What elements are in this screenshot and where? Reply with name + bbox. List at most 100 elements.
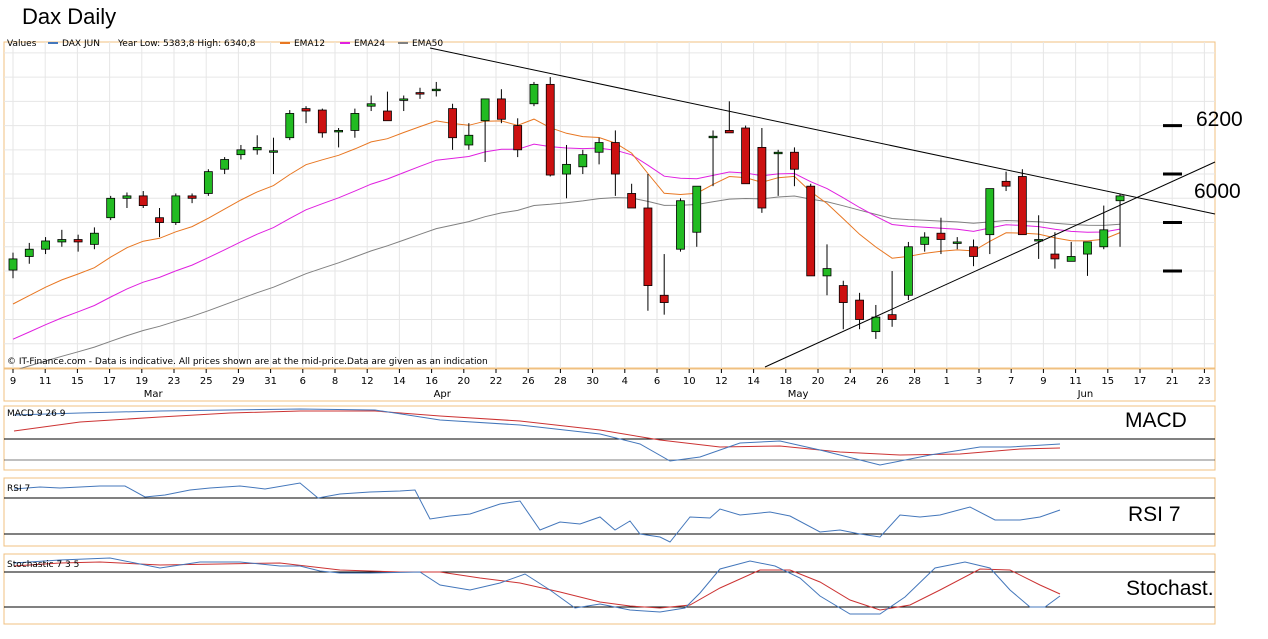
legend-dax: DAX JUN xyxy=(62,39,100,49)
copyright-note: © IT-Finance.com - Data is indicative. A… xyxy=(7,357,488,367)
rsi-panel-frame xyxy=(3,477,1216,547)
candle-body xyxy=(887,314,897,320)
candle-body xyxy=(334,130,344,133)
candle-body xyxy=(855,299,864,320)
x-tick-label: 22 xyxy=(490,376,503,387)
month-label: Mar xyxy=(144,389,164,400)
candle-body xyxy=(692,185,702,233)
candle-body xyxy=(480,98,490,122)
candle-body xyxy=(952,241,962,244)
month-label: Apr xyxy=(434,389,452,400)
x-tick-label: 29 xyxy=(232,376,245,387)
candle-body xyxy=(1115,195,1125,202)
candle-body xyxy=(122,195,132,199)
x-tick-label: 16 xyxy=(425,376,438,387)
x-tick-label: 1 xyxy=(944,376,950,387)
x-tick-label: 15 xyxy=(71,376,84,387)
candle-body xyxy=(985,188,995,236)
candle-body xyxy=(513,125,523,151)
candle-body xyxy=(496,98,506,120)
candle-body xyxy=(676,200,685,250)
candle-body xyxy=(269,150,278,153)
candle-body xyxy=(220,159,230,170)
candles xyxy=(8,77,1125,339)
x-tick-label: 26 xyxy=(522,376,535,387)
candle-body xyxy=(741,127,750,185)
candle-body xyxy=(806,185,816,277)
month-labels: Mar Apr May Jun xyxy=(144,389,1093,400)
candle-body xyxy=(578,154,588,168)
candle-body xyxy=(317,109,327,134)
x-tick-label: 6 xyxy=(300,376,306,387)
x-tick-label: 7 xyxy=(1008,376,1014,387)
legend-ema50: EMA50 xyxy=(412,39,443,49)
x-tick-label: 11 xyxy=(1069,376,1082,387)
candle-body xyxy=(171,195,181,223)
macd-signal-line xyxy=(13,410,1061,456)
ema12-line xyxy=(12,118,1121,305)
candle-body xyxy=(285,113,295,139)
candle-body xyxy=(708,135,718,139)
chart-title: Dax Daily xyxy=(22,4,117,29)
candle-body xyxy=(610,142,620,175)
candle-body xyxy=(41,240,50,250)
x-tick-label: 25 xyxy=(200,376,213,387)
candle-body xyxy=(1017,176,1027,236)
candle-body xyxy=(871,316,881,333)
legend-ema24: EMA24 xyxy=(354,39,385,49)
stoch-panel-label: Stochast. xyxy=(1126,577,1214,600)
x-tick-label: 4 xyxy=(622,376,628,387)
x-tick-label: 19 xyxy=(135,376,148,387)
candle-body xyxy=(73,239,83,243)
support-trendline xyxy=(764,161,1216,368)
candle-body xyxy=(790,151,799,170)
legend-values: Values xyxy=(7,39,37,49)
x-axis-ticks: 9 11 15 17 19 23 25 29 31 6 8 12 14 16 20 22 26 28 30 4 6 10 1… xyxy=(10,369,1211,387)
x-tick-label: 14 xyxy=(393,376,406,387)
candle-body xyxy=(431,88,441,92)
candle-body xyxy=(155,217,164,223)
candle-body xyxy=(464,134,474,146)
candle-body xyxy=(187,195,197,199)
candle-body xyxy=(562,163,571,175)
candle-body xyxy=(57,239,67,243)
x-tick-label: 3 xyxy=(976,376,982,387)
candle-body xyxy=(757,146,767,209)
x-tick-label: 17 xyxy=(103,376,116,387)
candle-body xyxy=(350,113,360,131)
candle-body xyxy=(838,285,848,303)
month-label: Jun xyxy=(1077,389,1094,400)
candle-body xyxy=(366,103,376,107)
stoch-panel-frame xyxy=(3,553,1216,625)
x-tick-label: 23 xyxy=(1198,376,1211,387)
candle-body xyxy=(920,236,930,245)
candle-body xyxy=(24,248,34,257)
x-tick-label: 9 xyxy=(1040,376,1046,387)
candle-body xyxy=(529,83,539,105)
x-tick-label: 28 xyxy=(554,376,567,387)
x-tick-label: 12 xyxy=(361,376,374,387)
x-tick-label: 14 xyxy=(747,376,760,387)
macd-line xyxy=(13,408,1061,466)
x-tick-label: 23 xyxy=(168,376,181,387)
candle-body xyxy=(383,110,392,122)
x-tick-label: 26 xyxy=(876,376,889,387)
x-tick-label: 11 xyxy=(39,376,52,387)
candle-body xyxy=(904,246,913,296)
price-label-6200: 6200 xyxy=(1196,108,1243,131)
candle-body xyxy=(773,151,783,155)
macd-panel-label: MACD xyxy=(1125,409,1187,432)
legend-yearlow: Year Low: 5383,8 High: 6340,8 xyxy=(117,39,256,49)
candle-body xyxy=(1066,256,1076,262)
candle-body xyxy=(1099,229,1109,248)
x-tick-label: 20 xyxy=(812,376,825,387)
x-tick-label: 15 xyxy=(1101,376,1114,387)
macd-label: MACD 9 26 9 xyxy=(7,409,66,419)
candle-body xyxy=(448,108,457,139)
candle-body xyxy=(1083,241,1092,255)
chart-legend: Values DAX JUN Year Low: 5383,8 High: 63… xyxy=(7,39,443,49)
candle-body xyxy=(643,207,653,286)
rsi-line xyxy=(13,482,1061,543)
stoch-label: Stochastic 7 3 5 xyxy=(7,560,79,570)
candle-body xyxy=(969,246,978,257)
